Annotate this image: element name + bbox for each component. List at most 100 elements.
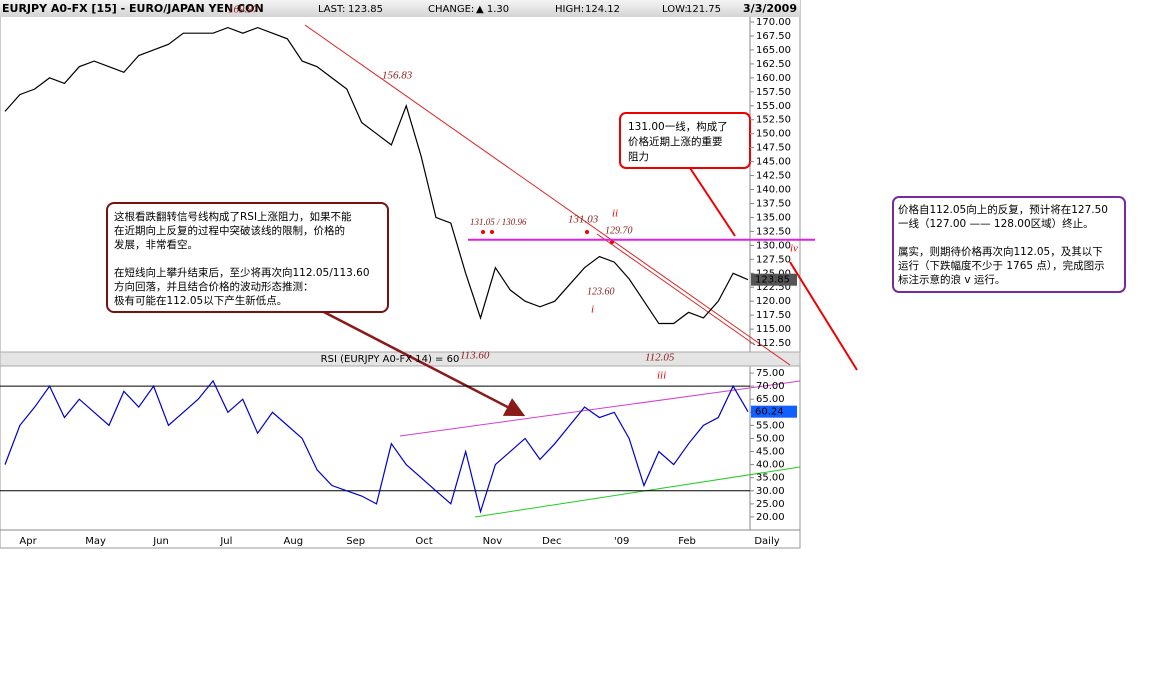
note-box bbox=[619, 112, 751, 169]
y-tick-label: 120.00 bbox=[756, 296, 791, 307]
header-value: 121.75 bbox=[686, 4, 721, 15]
y-tick-label: 45.00 bbox=[756, 447, 785, 458]
note-text: 这根看跌翻转信号线构成了RSI上涨阻力，如果不能 bbox=[114, 210, 352, 223]
last-value-box bbox=[751, 273, 797, 286]
x-tick-label: Aug bbox=[284, 536, 304, 547]
header-value: 124.12 bbox=[585, 4, 620, 15]
panel-title: RSI (EURJPY A0-FX 14) = 60 bbox=[321, 354, 460, 365]
header-label: LAST: bbox=[318, 4, 345, 15]
y-tick-label: 167.50 bbox=[756, 31, 791, 42]
data-line bbox=[4, 379, 749, 514]
note-text: 方向回落，并且结合价格的波动形态推测： bbox=[114, 280, 314, 293]
data-line bbox=[4, 26, 749, 325]
y-tick-label: 115.00 bbox=[756, 324, 791, 335]
y-tick-label: 112.50 bbox=[756, 338, 791, 349]
y-tick-label: 147.50 bbox=[756, 143, 791, 154]
y-tick-label: 160.00 bbox=[756, 73, 791, 84]
y-tick-label: 35.00 bbox=[756, 473, 785, 484]
arrow bbox=[319, 308, 526, 417]
y-tick-label: 165.00 bbox=[756, 45, 791, 56]
header-label: LOW: bbox=[662, 4, 688, 15]
note-text: 131.00一线，构成了 bbox=[628, 120, 728, 133]
note-text: 价格近期上涨的重要 bbox=[628, 135, 723, 148]
y-tick-label: 170.00 bbox=[756, 17, 791, 28]
x-tick-label: Nov bbox=[483, 536, 503, 547]
y-tick-label: 65.00 bbox=[756, 394, 785, 405]
y-tick-label: 130.00 bbox=[756, 240, 791, 251]
header-label: HIGH: bbox=[555, 4, 584, 15]
header-bar bbox=[0, 0, 800, 17]
note-text: 在短线向上攀升结束后，至少将再次向112.05/113.60 bbox=[114, 266, 370, 279]
note-text: 阻力 bbox=[628, 150, 649, 163]
header-title: EURJPY A0-FX [15] - EURO/JAPAN YEN CON bbox=[2, 2, 264, 15]
x-tick-label: Jul bbox=[219, 536, 232, 547]
x-unit-label: Daily bbox=[754, 536, 779, 547]
y-tick-label: 127.50 bbox=[756, 254, 791, 265]
annotation: iv bbox=[790, 243, 798, 255]
y-tick-label: 25.00 bbox=[756, 499, 785, 510]
rsi-trend-line bbox=[474, 466, 801, 518]
arrow bbox=[789, 261, 858, 371]
markers bbox=[481, 230, 614, 244]
rsi-trend-line bbox=[399, 380, 801, 437]
trend-line bbox=[596, 233, 756, 346]
last-value-box bbox=[751, 405, 797, 418]
annotation: iii bbox=[657, 370, 666, 382]
note-box bbox=[106, 202, 389, 313]
annotation: 123.60 bbox=[587, 286, 615, 297]
header-value: 123.85 bbox=[348, 4, 383, 15]
note-box bbox=[892, 196, 1126, 293]
annotation: 131.05 / 130.96 bbox=[470, 217, 527, 227]
arrow bbox=[689, 167, 736, 237]
y-tick-label: 122.50 bbox=[756, 282, 791, 293]
note-text: 运行（下跌幅度不少于 1765 点），完成图示 bbox=[898, 259, 1105, 272]
y-tick-label: 117.50 bbox=[756, 310, 791, 321]
y-tick-label: 145.00 bbox=[756, 157, 791, 168]
x-tick-label: '09 bbox=[614, 536, 629, 547]
annotation: 169.97 bbox=[228, 4, 259, 16]
last-value-label: 123.85 bbox=[755, 275, 790, 286]
x-tick-label: Apr bbox=[19, 536, 37, 547]
note-text: 极有可能在112.05以下产生新低点。 bbox=[114, 294, 287, 307]
annotation: 156.83 bbox=[382, 70, 413, 82]
y-tick-label: 132.50 bbox=[756, 226, 791, 237]
y-tick-label: 30.00 bbox=[756, 486, 785, 497]
annotation: 113.60 bbox=[460, 350, 490, 362]
y-tick-label: 142.50 bbox=[756, 171, 791, 182]
trend-line bbox=[304, 24, 791, 366]
annotation: i bbox=[591, 304, 594, 316]
y-tick-label: 135.00 bbox=[756, 212, 791, 223]
y-tick-label: 157.50 bbox=[756, 87, 791, 98]
y-tick-label: 137.50 bbox=[756, 198, 791, 209]
y-tick-label: 20.00 bbox=[756, 512, 785, 523]
y-tick-label: 55.00 bbox=[756, 420, 785, 431]
note-text: 属实，则期待价格再次向112.05，及其以下 bbox=[898, 245, 1103, 258]
last-value-label: 60.24 bbox=[755, 407, 784, 418]
annotation: ii bbox=[612, 208, 618, 220]
y-tick-label: 75.00 bbox=[756, 368, 785, 379]
annotation: 129.70 bbox=[605, 225, 633, 236]
x-tick-label: Dec bbox=[542, 536, 561, 547]
note-text: 在近期向上反复的过程中突破该线的限制，价格的 bbox=[114, 224, 345, 237]
x-tick-label: Oct bbox=[415, 536, 432, 547]
y-tick-label: 140.00 bbox=[756, 185, 791, 196]
x-tick-label: May bbox=[85, 536, 106, 547]
y-tick-label: 155.00 bbox=[756, 101, 791, 112]
y-tick-label: 150.00 bbox=[756, 129, 791, 140]
y-tick-label: 70.00 bbox=[756, 381, 785, 392]
note-text: 价格自112.05向上的反复，预计将在127.50 bbox=[898, 203, 1108, 216]
header-label: CHANGE: bbox=[428, 4, 474, 15]
y-tick-label: 40.00 bbox=[756, 460, 785, 471]
note-text: 一线（127.00 —— 128.00区域）终止。 bbox=[898, 217, 1094, 230]
x-tick-label: Jun bbox=[152, 536, 169, 547]
y-tick-label: 50.00 bbox=[756, 433, 785, 444]
y-tick-label: 162.50 bbox=[756, 59, 791, 70]
x-tick-label: Sep bbox=[346, 536, 365, 547]
header-value: ▲ 1.30 bbox=[476, 4, 509, 15]
x-tick-label: Feb bbox=[678, 536, 696, 547]
note-text: 标注示意的浪 v 运行。 bbox=[898, 273, 1005, 286]
y-tick-label: 152.50 bbox=[756, 115, 791, 126]
annotation: 131.03 bbox=[568, 214, 599, 226]
annotation: 112.05 bbox=[645, 352, 675, 364]
